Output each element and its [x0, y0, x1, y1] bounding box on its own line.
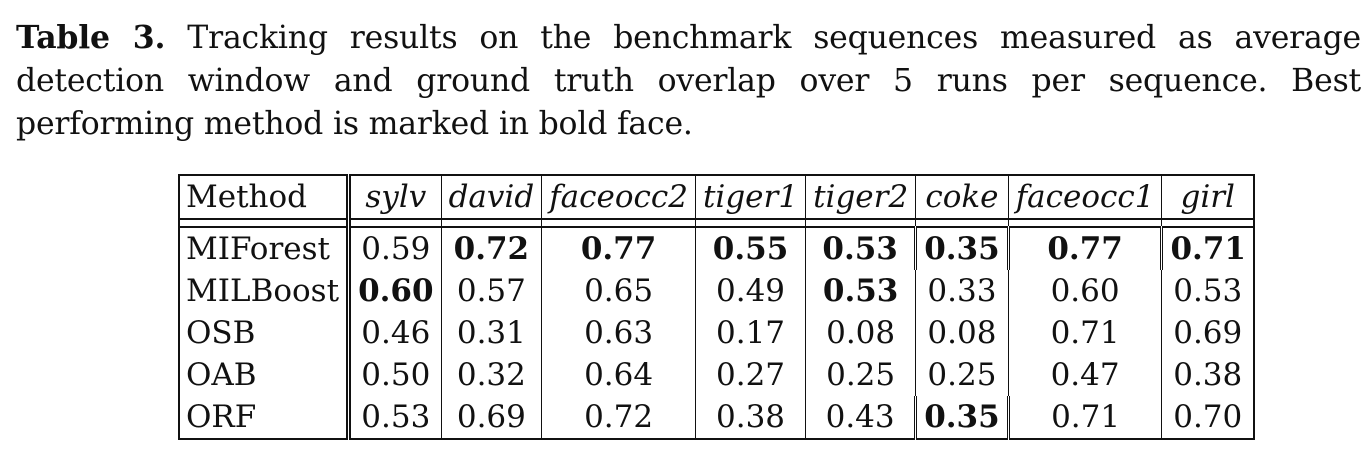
cell-coke: 0.35 — [914, 396, 1010, 439]
header-faceocc2: faceocc2 — [541, 175, 696, 220]
cell-faceocc2: 0.77 — [541, 227, 696, 270]
cell-faceocc2: 0.63 — [541, 312, 696, 354]
cell-david: 0.32 — [440, 354, 543, 396]
header-sylv: sylv — [348, 175, 442, 220]
header-row: Method sylv david faceocc2 tiger1 tiger2… — [178, 175, 1255, 220]
cell-girl: 0.53 — [1161, 270, 1255, 312]
table-row: ORF 0.53 0.69 0.72 0.38 0.43 0.35 0.71 0.70 — [178, 396, 1255, 439]
cell-tiger1: 0.49 — [694, 270, 807, 312]
cell-coke: 0.33 — [915, 270, 1009, 312]
cell-tiger2: 0.53 — [805, 227, 917, 270]
method-name: ORF — [178, 396, 352, 439]
table-row: OSB 0.46 0.31 0.63 0.17 0.08 0.08 0.71 0.69 — [178, 312, 1255, 354]
header-separator — [178, 219, 1255, 228]
cell-david: 0.72 — [440, 227, 543, 270]
cell-sylv: 0.46 — [348, 312, 442, 354]
header-coke: coke — [915, 175, 1009, 220]
cell-girl: 0.69 — [1161, 312, 1255, 354]
cell-coke: 0.08 — [915, 312, 1009, 354]
method-name: OAB — [178, 354, 352, 396]
cell-girl: 0.70 — [1161, 396, 1255, 439]
cell-sylv: 0.59 — [348, 227, 442, 270]
cell-tiger1: 0.27 — [694, 354, 807, 396]
cell-faceocc1: 0.71 — [1007, 312, 1163, 354]
header-method: Method — [178, 175, 352, 220]
cell-faceocc1: 0.47 — [1007, 354, 1163, 396]
header-tiger2: tiger2 — [805, 175, 917, 220]
cell-david: 0.69 — [440, 396, 543, 439]
cell-faceocc2: 0.65 — [541, 270, 696, 312]
cell-tiger1: 0.55 — [694, 227, 807, 270]
cell-sylv: 0.60 — [347, 270, 442, 312]
method-name: OSB — [178, 312, 352, 354]
table-row: OAB 0.50 0.32 0.64 0.27 0.25 0.25 0.47 0.38 — [178, 354, 1255, 396]
cell-david: 0.31 — [440, 312, 543, 354]
method-name: MIForest — [178, 227, 352, 270]
cell-coke: 0.35 — [914, 227, 1010, 270]
cell-sylv: 0.53 — [348, 396, 442, 439]
cell-girl: 0.71 — [1160, 227, 1255, 270]
table-body: MIForest 0.59 0.72 0.77 0.55 0.53 0.35 0.77 0.71… — [178, 219, 1255, 439]
header-david: david — [440, 175, 543, 220]
header-faceocc1: faceocc1 — [1007, 175, 1163, 220]
cell-faceocc1: 0.77 — [1007, 227, 1163, 270]
results-table: Method sylv david faceocc2 tiger1 tiger2… — [178, 174, 1255, 440]
header-girl: girl — [1161, 175, 1255, 220]
cell-david: 0.57 — [440, 270, 543, 312]
cell-coke: 0.25 — [915, 354, 1009, 396]
cell-tiger2: 0.53 — [805, 270, 917, 312]
table-row: MILBoost 0.60 0.57 0.65 0.49 0.53 0.33 0.60 0.53 — [178, 270, 1255, 312]
cell-tiger1: 0.38 — [694, 396, 807, 439]
table-caption: Table 3. Tracking results on the benchma… — [16, 16, 1361, 146]
cell-girl: 0.38 — [1161, 354, 1255, 396]
cell-tiger2: 0.08 — [805, 312, 917, 354]
cell-faceocc1: 0.71 — [1007, 396, 1163, 439]
caption-text: Tracking results on the benchmark sequen… — [16, 20, 1361, 142]
header-tiger1: tiger1 — [694, 175, 807, 220]
caption-label: Table 3. — [16, 19, 166, 56]
table-row: MIForest 0.59 0.72 0.77 0.55 0.53 0.35 0.77 0.71 — [178, 227, 1255, 270]
cell-faceocc1: 0.60 — [1007, 270, 1163, 312]
cell-faceocc2: 0.64 — [541, 354, 696, 396]
cell-tiger1: 0.17 — [694, 312, 807, 354]
method-name: MILBoost — [178, 270, 352, 312]
cell-tiger2: 0.43 — [805, 396, 917, 439]
cell-sylv: 0.50 — [348, 354, 442, 396]
cell-tiger2: 0.25 — [805, 354, 917, 396]
cell-faceocc2: 0.72 — [541, 396, 696, 439]
